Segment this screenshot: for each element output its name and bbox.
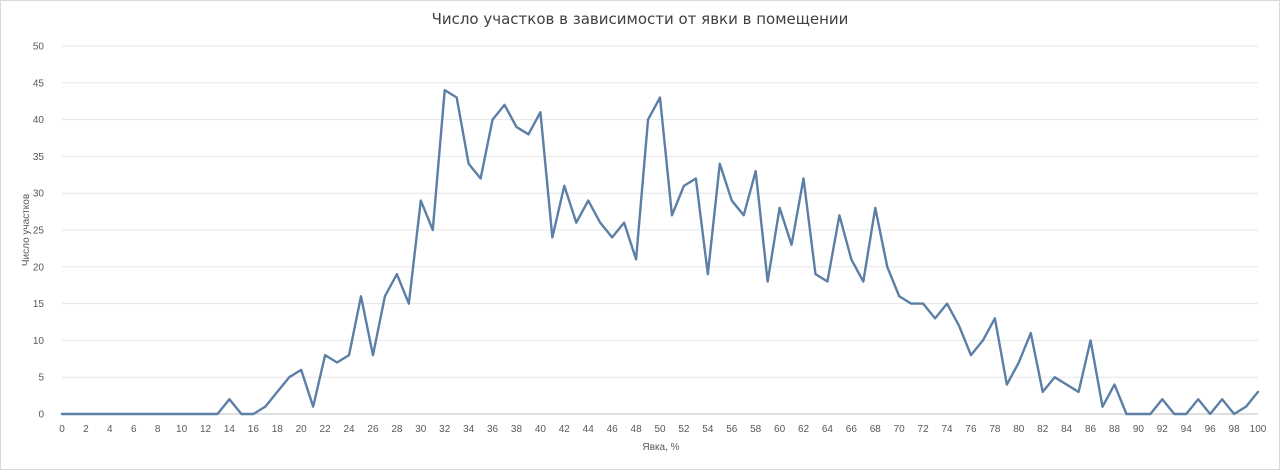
x-tick-label: 44: [583, 424, 595, 435]
x-tick-label: 76: [965, 424, 977, 435]
x-tick-label: 52: [678, 424, 690, 435]
y-tick-label: 50: [33, 42, 45, 53]
x-axis-title: Явка, %: [642, 442, 679, 453]
x-axis-ticks: 0 2 4 6 8 10 12 14 16 18 20 22 24 26 28 30 32 34 36 38 40 42 4…: [59, 424, 1267, 435]
series-line: [60, 88, 1260, 416]
y-tick-label: 0: [38, 410, 44, 421]
x-tick-label: 12: [200, 424, 212, 435]
x-tick-label: 8: [155, 424, 161, 435]
x-tick-label: 34: [463, 424, 475, 435]
x-tick-label: 78: [989, 424, 1001, 435]
x-tick-label: 28: [391, 424, 403, 435]
y-tick-label: 25: [33, 226, 45, 237]
x-tick-label: 72: [918, 424, 930, 435]
chart-title: Число участков в зависимости от явки в п…: [431, 10, 849, 28]
x-tick-label: 40: [535, 424, 547, 435]
x-tick-label: 64: [822, 424, 834, 435]
x-tick-label: 30: [415, 424, 427, 435]
series-layer: [60, 88, 1260, 416]
x-tick-label: 36: [487, 424, 499, 435]
x-tick-label: 38: [511, 424, 523, 435]
y-axis-title: Число участков: [21, 194, 32, 266]
x-tick-label: 86: [1085, 424, 1097, 435]
x-tick-label: 90: [1133, 424, 1145, 435]
x-tick-label: 62: [798, 424, 810, 435]
y-tick-label: 20: [33, 262, 45, 273]
x-tick-label: 48: [631, 424, 643, 435]
x-tick-label: 26: [367, 424, 379, 435]
x-tick-label: 88: [1109, 424, 1121, 435]
x-tick-label: 24: [343, 424, 355, 435]
x-tick-label: 68: [870, 424, 882, 435]
x-tick-label: 100: [1250, 424, 1267, 435]
y-tick-label: 30: [33, 189, 45, 200]
y-tick-label: 35: [33, 152, 45, 163]
x-tick-label: 56: [726, 424, 738, 435]
x-tick-label: 20: [296, 424, 308, 435]
x-tick-label: 96: [1205, 424, 1217, 435]
x-tick-label: 2: [83, 424, 89, 435]
x-tick-label: 84: [1061, 424, 1073, 435]
x-tick-label: 18: [272, 424, 284, 435]
x-tick-label: 82: [1037, 424, 1049, 435]
x-tick-label: 46: [607, 424, 619, 435]
y-tick-label: 15: [33, 299, 45, 310]
x-tick-label: 54: [702, 424, 714, 435]
y-tick-label: 45: [33, 78, 45, 89]
x-tick-label: 42: [559, 424, 571, 435]
y-axis-ticks: 0 5 10 15 20 25 30 35 40 45 50: [33, 42, 45, 421]
x-tick-label: 16: [248, 424, 260, 435]
x-tick-label: 22: [320, 424, 332, 435]
gridlines: [62, 45, 1258, 415]
x-tick-label: 10: [176, 424, 188, 435]
x-tick-label: 14: [224, 424, 236, 435]
x-tick-label: 74: [941, 424, 953, 435]
x-tick-label: 94: [1181, 424, 1193, 435]
x-tick-label: 92: [1157, 424, 1169, 435]
x-tick-label: 32: [439, 424, 451, 435]
x-tick-label: 66: [846, 424, 858, 435]
x-tick-label: 0: [59, 424, 65, 435]
x-tick-label: 50: [654, 424, 666, 435]
y-tick-label: 40: [33, 115, 45, 126]
x-tick-label: 6: [131, 424, 137, 435]
x-tick-label: 60: [774, 424, 786, 435]
x-tick-label: 4: [107, 424, 113, 435]
y-tick-label: 10: [33, 336, 45, 347]
y-tick-label: 5: [38, 373, 44, 384]
x-tick-label: 98: [1229, 424, 1241, 435]
x-tick-label: 70: [894, 424, 906, 435]
x-tick-label: 80: [1013, 424, 1025, 435]
x-tick-label: 58: [750, 424, 762, 435]
